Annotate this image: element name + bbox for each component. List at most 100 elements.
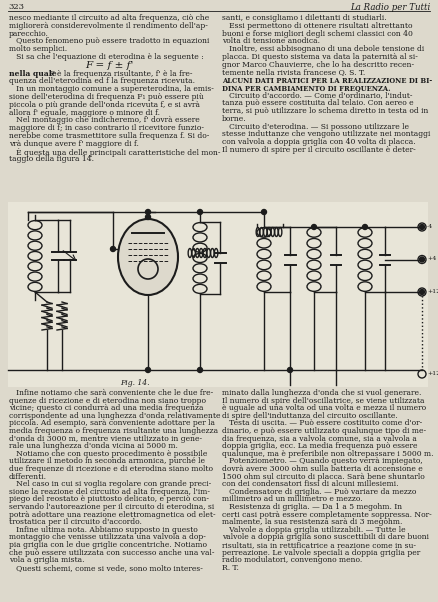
Text: dovrà avere 3000 ohm sulla batteria di accensione e: dovrà avere 3000 ohm sulla batteria di a…	[222, 465, 423, 473]
Text: Circuito d'accordo. — Come d'ordinario, l'indut-: Circuito d'accordo. — Come d'ordinario, …	[222, 92, 413, 99]
Bar	[8, 202, 428, 387]
Text: valvole a doppia griglia sono suscettibili di dare buoni: valvole a doppia griglia sono suscettibi…	[222, 533, 429, 541]
Text: media frequenza o frequenza risultante una lunghezza: media frequenza o frequenza risultante u…	[9, 427, 218, 435]
Circle shape	[145, 209, 151, 214]
Text: +12: +12	[427, 371, 438, 376]
Text: dinario, e può essere utilizzato qualunque tipo di me-: dinario, e può essere utilizzato qualunq…	[222, 427, 426, 435]
Text: DINA PER CAMBIAMENTO DI FREQUENZA.: DINA PER CAMBIAMENTO DI FREQUENZA.	[222, 84, 391, 92]
Text: +12: +12	[427, 289, 438, 294]
Text: F = f ± f': F = f ± f'	[85, 61, 133, 70]
Text: millimetro ad un millimetro e mezzo.: millimetro ad un millimetro e mezzo.	[222, 495, 363, 503]
Text: vicine; questo ci condurrà ad una media frequenza: vicine; questo ci condurrà ad una media …	[9, 404, 204, 412]
Circle shape	[420, 290, 424, 294]
Text: stesse induttanze che vengono utilizzate nei montaggi: stesse induttanze che vengono utilizzate…	[222, 131, 431, 138]
Text: piccola. Ad esempio, sarà conveniente adottare per la: piccola. Ad esempio, sarà conveniente ad…	[9, 420, 215, 427]
Text: servando l'autoreazione per il circuito di eterodina, si: servando l'autoreazione per il circuito …	[9, 503, 214, 511]
Text: pia griglia con le due griglie concentriche. Notiamo: pia griglia con le due griglie concentri…	[9, 541, 207, 549]
Text: piccola o più grande dell'onda ricevuta f, e si avrà: piccola o più grande dell'onda ricevuta …	[9, 101, 200, 109]
Ellipse shape	[118, 219, 178, 295]
Text: quenza dell'eterodina ed f la frequenza ricevuta.: quenza dell'eterodina ed f la frequenza …	[9, 78, 195, 85]
Text: 323: 323	[8, 3, 24, 11]
Circle shape	[138, 259, 158, 279]
Text: Nel caso in cui si voglia regolare con grande preci-: Nel caso in cui si voglia regolare con g…	[9, 480, 211, 488]
Text: Nel montaggio che indicheremo, f' dovrà essere: Nel montaggio che indicheremo, f' dovrà …	[9, 116, 200, 125]
Text: Si sa che l'equazione di eterodina è la seguente :: Si sa che l'equazione di eterodina è la …	[9, 53, 204, 61]
Text: utilizzare il metodo in seconda armonica, purché le: utilizzare il metodo in seconda armonica…	[9, 458, 205, 465]
Text: Infine notiamo che sarà conveniente che le due fre-: Infine notiamo che sarà conveniente che …	[9, 389, 213, 397]
Text: nesco mediante il circuito ad alta frequenza, ciò che: nesco mediante il circuito ad alta frequ…	[9, 14, 209, 22]
Text: vrà dunque avere f' maggiore di f.: vrà dunque avere f' maggiore di f.	[9, 140, 139, 148]
Text: vola a griglia mista.: vola a griglia mista.	[9, 556, 85, 564]
Text: di spire dell'induttanza del circuito oscillante.: di spire dell'induttanza del circuito os…	[222, 412, 398, 420]
Text: nella quale: nella quale	[9, 70, 57, 78]
Text: Il numero di spire per il circuito oscillante è deter-: Il numero di spire per il circuito oscil…	[222, 146, 416, 154]
Text: radio modulatori, convengono meno.: radio modulatori, convengono meno.	[222, 556, 362, 564]
Text: +4: +4	[427, 256, 436, 261]
Circle shape	[420, 257, 424, 262]
Text: placca. Di questo sistema va data la paternità al si-: placca. Di questo sistema va data la pat…	[222, 53, 418, 61]
Text: potrà adottare una reazione elettromagnetica od elet-: potrà adottare una reazione elettromagne…	[9, 510, 215, 519]
Text: Infine ultima nota. Abbiamo supposto in questo: Infine ultima nota. Abbiamo supposto in …	[9, 526, 198, 534]
Text: Potenziometro. — Quando questo verrà impiegato,: Potenziometro. — Quando questo verrà imp…	[222, 458, 423, 465]
Text: F è la frequenza risultante, f' è la fre-: F è la frequenza risultante, f' è la fre…	[47, 70, 192, 78]
Text: Il numero di spire dell'oscillatrice, se viene utilizzata: Il numero di spire dell'oscillatrice, se…	[222, 397, 424, 405]
Text: piego del reostato è piuttosto delicato, e perciò con-: piego del reostato è piuttosto delicato,…	[9, 495, 209, 503]
Text: dia frequenza, sia a valvola comune, sia a valvola a: dia frequenza, sia a valvola comune, sia…	[222, 435, 417, 442]
Text: quenze di ricezione e di eterodina non siano troppo: quenze di ricezione e di eterodina non s…	[9, 397, 206, 405]
Text: 1500 ohm sul circuito di placca. Sarà bene shuntarlo: 1500 ohm sul circuito di placca. Sarà be…	[222, 473, 425, 480]
Text: Fig. 14.: Fig. 14.	[120, 379, 149, 387]
Text: Condensatore di griglia. — Può variare da mezzo: Condensatore di griglia. — Può variare d…	[222, 488, 417, 496]
Text: sione dell'eterodina di frequenza F₁ può essere più: sione dell'eterodina di frequenza F₁ può…	[9, 93, 204, 101]
Text: gnor Marco Chauvierre, che lo ha descritto recen-: gnor Marco Chauvierre, che lo ha descrit…	[222, 61, 414, 69]
Text: molto semplici.: molto semplici.	[9, 45, 67, 53]
Text: migliorerà considerevolmente il rendimento dell'ap-: migliorerà considerevolmente il rendimen…	[9, 22, 208, 30]
Text: risultati, sia in rettificatrice a reazione come in su-: risultati, sia in rettificatrice a reazi…	[222, 541, 416, 549]
Text: con dei condensatori fissi di alcuni millesiemi.: con dei condensatori fissi di alcuni mil…	[222, 480, 399, 488]
Text: Notiamo che con questo procedimento è possibile: Notiamo che con questo procedimento è po…	[9, 450, 207, 458]
Circle shape	[420, 225, 424, 229]
Text: che può essere utilizzata con successo anche una val-: che può essere utilizzata con successo a…	[9, 548, 215, 557]
Text: Inoltre, essi abbisognano di una debole tensione di: Inoltre, essi abbisognano di una debole …	[222, 45, 424, 53]
Circle shape	[363, 225, 367, 229]
Text: borne.: borne.	[222, 115, 247, 123]
Circle shape	[198, 209, 202, 214]
Text: differenti.: differenti.	[9, 473, 47, 480]
Text: ALCUNI DATI PRATICI PER LA REALIZZAZIONE DI BI-: ALCUNI DATI PRATICI PER LA REALIZZAZIONE…	[222, 78, 432, 85]
Text: sione la reazione del circuito ad alta frequenza, l'im-: sione la reazione del circuito ad alta f…	[9, 488, 210, 496]
Circle shape	[145, 214, 151, 220]
Text: Questo fenomeno può essere tradotto in equazioni: Questo fenomeno può essere tradotto in e…	[9, 37, 209, 45]
Text: Questi schemi, come si vede, sono molto interes-: Questi schemi, come si vede, sono molto …	[9, 564, 203, 572]
Circle shape	[198, 367, 202, 373]
Text: minato dalla lunghezza d'onda che si vuol generare.: minato dalla lunghezza d'onda che si vuo…	[222, 389, 421, 397]
Text: temente nella rivista francese Q. S. T.: temente nella rivista francese Q. S. T.	[222, 69, 365, 76]
Circle shape	[110, 246, 116, 252]
Text: Valvole a doppia griglia utilizzabili. — Tutte le: Valvole a doppia griglia utilizzabili. —…	[222, 526, 406, 534]
Text: certi casi potrà essere completamente soppressa. Nor-: certi casi potrà essere completamente so…	[222, 510, 432, 519]
Text: È questa una delle principali caratteristiche del mon-: È questa una delle principali caratteris…	[9, 147, 220, 157]
Text: -4: -4	[427, 224, 433, 229]
Text: volta di tensione anodica.: volta di tensione anodica.	[222, 37, 320, 45]
Text: Testa di uscita. — Può essere costituito come d'or-: Testa di uscita. — Può essere costituito…	[222, 420, 422, 427]
Text: qualunque, ma è preferibile non oltrepassare i 5000 m.: qualunque, ma è preferibile non oltrepas…	[222, 450, 434, 458]
Text: tanza può essere costituita dal telaio. Con aereo e: tanza può essere costituita dal telaio. …	[222, 99, 413, 107]
Text: trostatica per il circuito d'accordo.: trostatica per il circuito d'accordo.	[9, 518, 142, 526]
Text: terra, si può utilizzare lo schema diretto in testa od in: terra, si può utilizzare lo schema diret…	[222, 107, 428, 115]
Text: montaggio che venisse utilizzata una valvola a dop-: montaggio che venisse utilizzata una val…	[9, 533, 206, 541]
Text: malmente, la sua resistenza sarà di 3 megohm.: malmente, la sua resistenza sarà di 3 me…	[222, 518, 403, 526]
Text: Resistenza di griglia. — Da 1 a 5 megohm. In: Resistenza di griglia. — Da 1 a 5 megohm…	[222, 503, 402, 511]
Text: due frequenze di ricezione e di eterodina siano molto: due frequenze di ricezione e di eterodin…	[9, 465, 213, 473]
Text: In un montaggio comune a supereterodina, la emis-: In un montaggio comune a supereterodina,…	[9, 85, 214, 93]
Text: rale una lunghezza d'onda vicina ai 5000 m.: rale una lunghezza d'onda vicina ai 5000…	[9, 442, 178, 450]
Text: d'onda di 3000 m, mentre viene utilizzato in gene-: d'onda di 3000 m, mentre viene utilizzat…	[9, 435, 202, 442]
Text: buoni e forse migliori degli schemi classici con 40: buoni e forse migliori degli schemi clas…	[222, 29, 413, 37]
Text: parecchio.: parecchio.	[9, 29, 49, 37]
Text: nerebbe come trasmettitore sulla frequenza f. Si do-: nerebbe come trasmettitore sulla frequen…	[9, 132, 209, 140]
Text: taggio della figura 14.: taggio della figura 14.	[9, 155, 94, 163]
Text: Essi permettono di ottenere risultati altrettanto: Essi permettono di ottenere risultati al…	[222, 22, 413, 30]
Text: doppia griglia, ecc. La media frequenza può essere: doppia griglia, ecc. La media frequenza …	[222, 442, 417, 450]
Circle shape	[311, 225, 317, 229]
Text: R. T.: R. T.	[222, 564, 239, 572]
Text: allora f' eguale, maggiore o minore di f.: allora f' eguale, maggiore o minore di f…	[9, 108, 160, 117]
Circle shape	[287, 367, 293, 373]
Text: perreazione. Le valvole speciali a doppia griglia per: perreazione. Le valvole speciali a doppi…	[222, 548, 420, 557]
